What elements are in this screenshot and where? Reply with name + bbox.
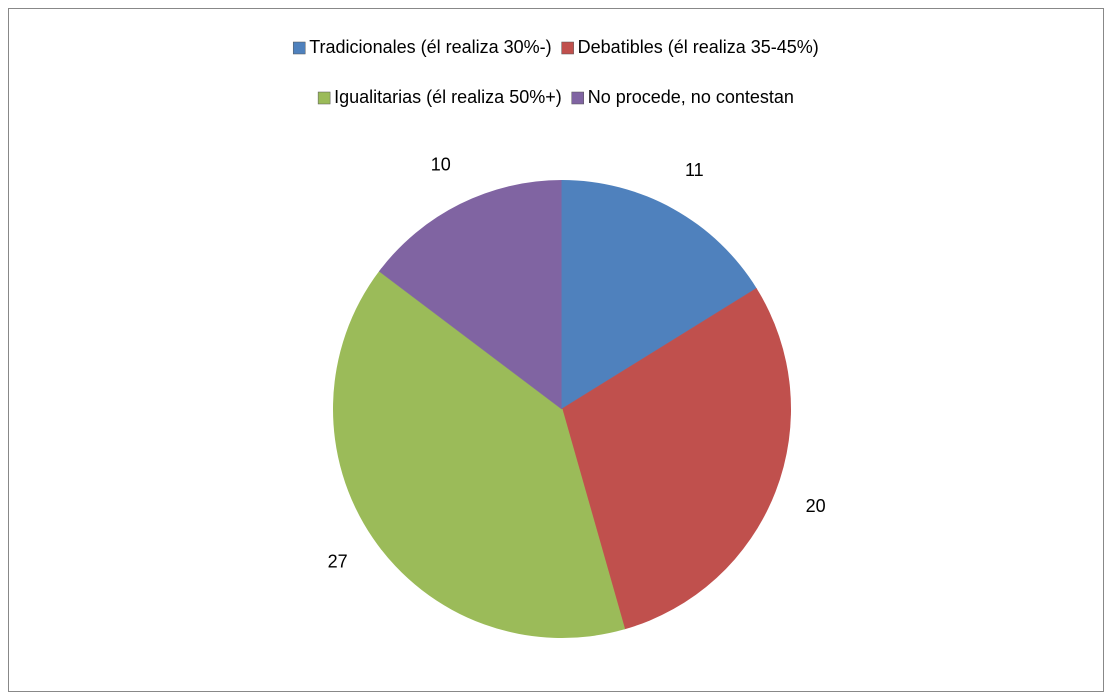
legend-label: Igualitarias (él realiza 50%+)	[334, 87, 562, 107]
legend-swatch	[317, 91, 331, 105]
legend-label: Debatibles (él realiza 35-45%)	[578, 37, 819, 57]
data-label: 20	[806, 496, 826, 516]
legend-swatch	[571, 91, 584, 105]
legend-swatch	[292, 41, 306, 55]
legend-swatch	[561, 41, 574, 55]
data-label: 11	[685, 160, 704, 180]
slice-edge	[378, 270, 563, 410]
legend-label: No procede, no contestan	[588, 87, 794, 107]
pie-slice	[562, 180, 757, 409]
slice-edge	[561, 408, 626, 630]
pie-slice	[332, 270, 625, 638]
legend-label: Tradicionales (él realiza 30%-)	[309, 37, 551, 57]
slice-edge	[561, 288, 757, 410]
data-label: 27	[328, 551, 348, 571]
legend-row: Tradicionales (él realiza 30%-) Debatible…	[292, 37, 819, 57]
pie-slice	[379, 180, 562, 409]
legend-row: Igualitarias (él realiza 50%+) No procede…	[317, 87, 794, 107]
data-label: 10	[431, 154, 451, 174]
